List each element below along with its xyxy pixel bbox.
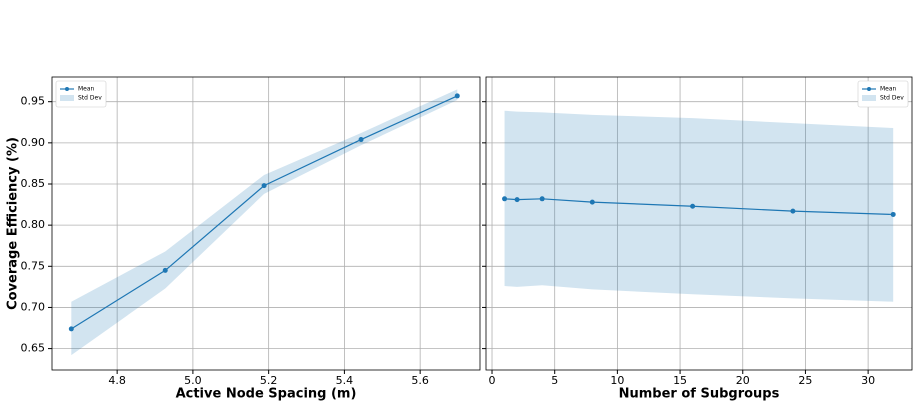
x-tick-label: 5 [551, 374, 558, 387]
mean-point [261, 183, 267, 189]
legend-label: Std Dev [880, 95, 904, 102]
y-tick-label: 0.70 [21, 300, 46, 313]
mean-point [690, 203, 696, 209]
mean-point [890, 211, 896, 217]
x-tick-label: 30 [861, 374, 875, 387]
x-tick-label: 25 [798, 374, 812, 387]
y-tick-label: 0.85 [21, 177, 46, 190]
mean-point [502, 196, 508, 202]
mean-point [454, 93, 460, 99]
mean-point [790, 208, 796, 214]
mean-point [514, 197, 520, 203]
std-band [504, 110, 894, 302]
x-tick-label: 15 [673, 374, 687, 387]
x-axis-label: Number of Subgroups [619, 387, 780, 402]
legend-label: Std Dev [78, 95, 102, 102]
mean-point [358, 137, 364, 143]
y-tick-label: 0.65 [21, 342, 46, 355]
axes-frame [485, 76, 913, 371]
legend-label: Mean [880, 86, 897, 93]
x-tick-label: 20 [736, 374, 750, 387]
x-tick-label: 10 [610, 374, 624, 387]
legend-label: Mean [78, 86, 95, 93]
y-tick-label: 0.90 [21, 136, 46, 149]
x-tick-label: 5.6 [411, 374, 429, 387]
y-tick-label: 0.80 [21, 218, 46, 231]
x-axis-label: Active Node Spacing (m) [176, 387, 357, 402]
legend-marker [867, 87, 871, 91]
legend-box [857, 80, 909, 108]
axes-frame [51, 76, 481, 371]
x-tick-label: 5.0 [184, 374, 202, 387]
x-tick-label: 0 [489, 374, 496, 387]
std-band [71, 89, 458, 356]
legend-marker [65, 87, 69, 91]
mean-point [539, 196, 545, 202]
x-tick-label: 5.4 [336, 374, 354, 387]
x-tick-label: 4.8 [108, 374, 126, 387]
x-tick-label: 5.2 [260, 374, 278, 387]
mean-point [589, 199, 595, 205]
mean-point [68, 326, 74, 332]
y-tick-label: 0.75 [21, 259, 46, 272]
legend-box [55, 80, 107, 108]
y-axis-label: Coverage Efficiency (%) [6, 137, 21, 310]
legend-swatch [60, 95, 74, 101]
mean-point [162, 267, 168, 273]
legend-swatch [862, 95, 876, 101]
y-tick-label: 0.95 [21, 95, 46, 108]
